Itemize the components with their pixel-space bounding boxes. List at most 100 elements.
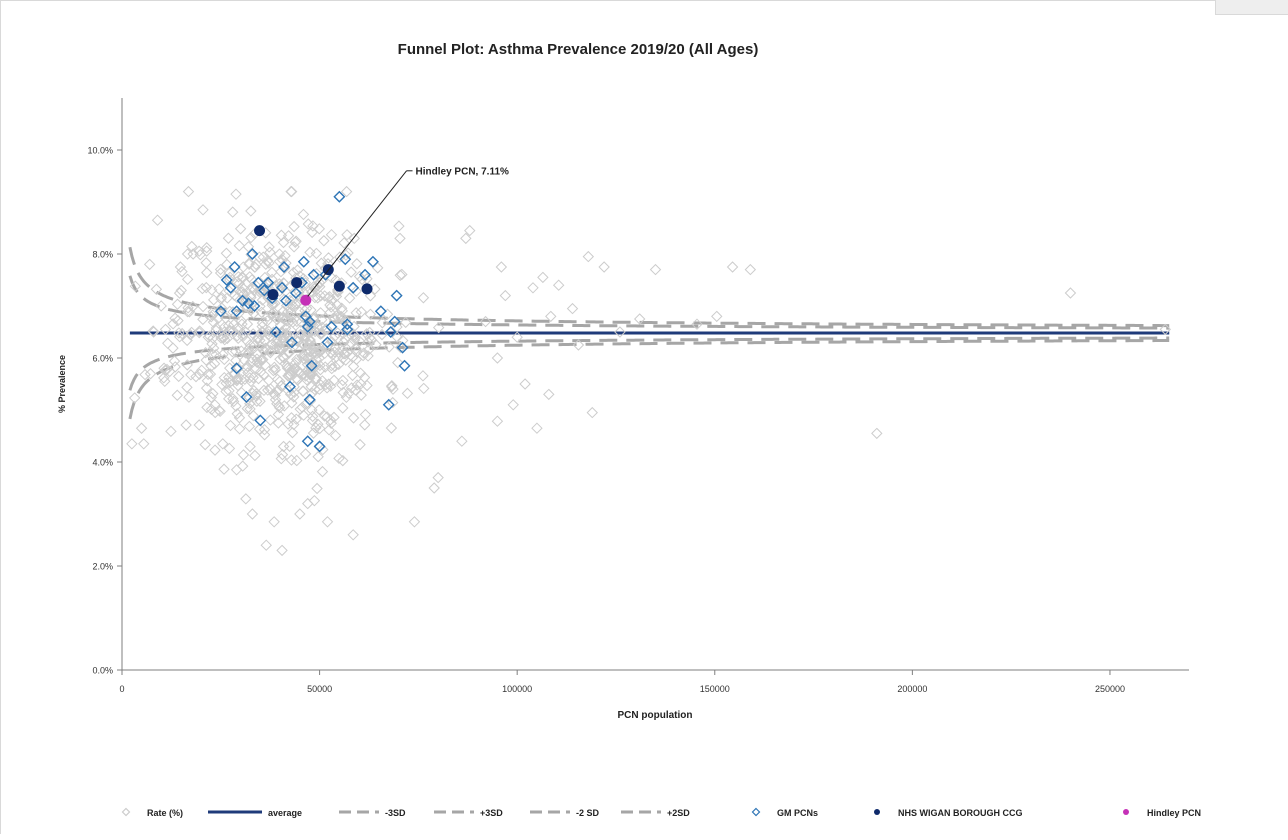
rate-point — [242, 347, 255, 360]
rate-point — [264, 346, 277, 359]
rate-point — [394, 341, 407, 354]
rate-point — [586, 406, 598, 419]
rate-point — [234, 223, 247, 235]
rate-point — [183, 306, 196, 318]
rate-point — [272, 417, 285, 429]
gm-pcn-point — [390, 289, 403, 302]
rate-point — [227, 206, 239, 218]
rate-point — [314, 422, 326, 435]
rate-point — [376, 317, 389, 329]
rate-point — [277, 236, 290, 249]
rate-point — [297, 409, 310, 421]
rate-point — [269, 364, 282, 376]
rate-point — [339, 333, 351, 346]
rate-point — [460, 232, 472, 245]
rate-point — [269, 389, 281, 402]
rate-point — [263, 241, 275, 253]
rate-point — [337, 402, 349, 414]
rate-point — [319, 361, 331, 373]
rate-point — [309, 291, 321, 304]
rate-point — [362, 336, 374, 348]
rate-point — [393, 220, 405, 232]
rate-point — [150, 283, 163, 295]
rate-point — [319, 347, 331, 360]
rate-point — [221, 258, 233, 271]
rate-point — [545, 310, 557, 323]
rate-point — [171, 389, 183, 401]
rate-point — [308, 282, 320, 295]
rate-point — [254, 366, 267, 378]
rate-point — [176, 265, 188, 278]
rate-point — [340, 391, 353, 404]
rate-point — [248, 384, 260, 397]
rate-point — [310, 267, 323, 280]
rate-point — [323, 291, 336, 303]
rate-point — [279, 358, 291, 370]
rate-point — [318, 290, 331, 302]
rate-point — [350, 343, 362, 355]
rate-point — [314, 328, 327, 340]
rate-point — [325, 301, 337, 313]
rate-point — [464, 224, 476, 237]
rate-point — [247, 409, 260, 422]
rate-point — [296, 401, 308, 414]
rate-point — [324, 306, 336, 319]
rate-point — [338, 237, 350, 249]
gm-pcn-point — [374, 305, 387, 318]
rate-point — [277, 440, 290, 453]
rate-point — [232, 362, 245, 374]
rate-point — [311, 347, 323, 360]
gm-pcn-point — [230, 305, 243, 318]
rate-point — [165, 425, 177, 438]
rate-point — [343, 292, 356, 304]
rate-point — [306, 387, 318, 400]
rate-point — [197, 204, 209, 216]
rate-point — [304, 368, 316, 381]
rate-point — [350, 307, 362, 319]
rate-point — [282, 230, 295, 242]
rate-point — [338, 336, 350, 348]
rate-point — [218, 463, 230, 475]
gm-pcn-point — [228, 261, 241, 273]
rate-point — [284, 369, 297, 382]
rate-point — [262, 384, 274, 396]
rate-point — [355, 389, 367, 401]
rate-point — [326, 362, 338, 375]
rate-point — [288, 391, 300, 403]
x-tick-label: 150000 — [700, 684, 730, 694]
rate-point — [246, 274, 258, 286]
rate-point — [572, 339, 585, 351]
axes: 0.0% 2.0% 4.0% 6.0% 8.0% 10.0% 0 50000 100000 150… — [87, 98, 1189, 694]
rate-point — [432, 321, 445, 334]
x-tick-label: 250000 — [1095, 684, 1125, 694]
x-tick-label: 50000 — [307, 684, 332, 694]
rate-point — [218, 331, 230, 344]
rate-point — [267, 364, 280, 377]
gm-pcn-point — [333, 190, 346, 203]
rate-point — [285, 412, 298, 424]
rate-point — [744, 263, 757, 276]
rate-point — [313, 404, 325, 416]
rate-point — [158, 372, 170, 384]
rate-point — [243, 257, 255, 269]
rate-point — [281, 362, 294, 374]
rate-point — [232, 271, 245, 283]
rate-point — [200, 382, 213, 394]
legend-item: Hindley PCN — [1123, 808, 1201, 818]
rate-point — [263, 374, 275, 387]
rate-point — [206, 338, 218, 350]
rate-point — [324, 299, 336, 311]
rate-point — [299, 448, 312, 460]
rate-point — [337, 454, 349, 467]
rate-point — [258, 429, 271, 441]
rate-point — [240, 493, 252, 505]
series-rate---- — [126, 185, 1171, 557]
rate-point — [193, 368, 206, 380]
rate-point — [289, 236, 301, 248]
rate-point — [394, 232, 406, 245]
rate-point — [272, 408, 285, 421]
rate-point — [233, 412, 246, 424]
rate-point — [276, 326, 288, 339]
rate-point — [283, 346, 295, 358]
